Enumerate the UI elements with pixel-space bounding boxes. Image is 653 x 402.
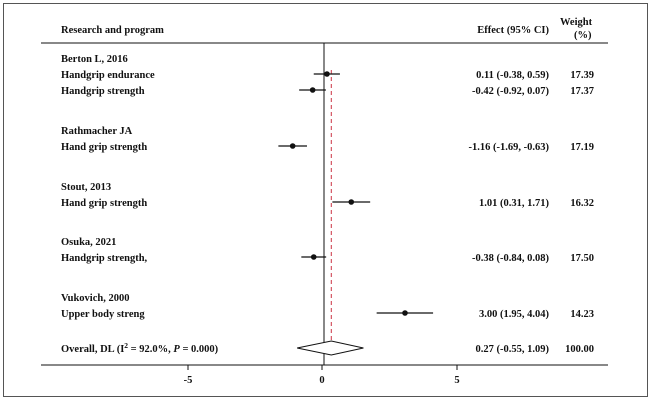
x-tick-label: 5 bbox=[454, 375, 459, 386]
weight-value: 14.23 bbox=[570, 309, 594, 320]
point-estimate bbox=[310, 254, 317, 260]
weight-value: 17.37 bbox=[570, 86, 594, 97]
study-title: Osuka, 2021 bbox=[61, 237, 116, 248]
outcome-label: Handgrip endurance bbox=[61, 70, 155, 81]
effect-ci-text: 1.01 (0.31, 1.71) bbox=[479, 198, 549, 209]
overall-weight: 100.00 bbox=[565, 344, 594, 355]
point-estimate bbox=[309, 87, 316, 93]
weight-value: 16.32 bbox=[570, 198, 594, 209]
point-estimate bbox=[402, 310, 408, 316]
point-estimate bbox=[324, 71, 330, 77]
overall-label: Overall, DL (I2 = 92.0%, P = 0.000) bbox=[61, 341, 219, 355]
study-title: Stout, 2013 bbox=[61, 182, 111, 193]
header-study: Research and program bbox=[61, 25, 164, 36]
overall-diamond bbox=[297, 340, 364, 356]
effect-ci-text: -1.16 (-1.69, -0.63) bbox=[469, 142, 550, 153]
weight-value: 17.39 bbox=[570, 70, 594, 81]
study-title: Rathmacher JA bbox=[61, 126, 133, 137]
header-effect: Effect (95% CI) bbox=[477, 25, 549, 36]
point-estimate bbox=[348, 199, 355, 205]
effect-ci-text: 0.11 (-0.38, 0.59) bbox=[476, 70, 549, 81]
x-tick-label: -5 bbox=[184, 375, 193, 386]
figure-frame bbox=[3, 3, 648, 397]
study-title: Berton L, 2016 bbox=[61, 54, 128, 65]
outcome-label: Handgrip strength bbox=[61, 86, 145, 97]
outcome-label: Hand grip strength bbox=[61, 198, 147, 209]
effect-ci-text: 3.00 (1.95, 4.04) bbox=[479, 309, 549, 320]
weight-value: 17.50 bbox=[570, 253, 594, 264]
outcome-label: Handgrip strength, bbox=[61, 253, 148, 264]
overall-effect-text: 0.27 (-0.55, 1.09) bbox=[476, 344, 550, 355]
outcome-label: Upper body streng bbox=[61, 309, 145, 320]
effect-ci-text: -0.38 (-0.84, 0.08) bbox=[472, 253, 549, 264]
x-tick-label: 0 bbox=[319, 375, 324, 386]
weight-value: 17.19 bbox=[570, 142, 594, 153]
header-weight-unit: (%) bbox=[574, 30, 592, 41]
study-title: Vukovich, 2000 bbox=[61, 293, 129, 304]
effect-ci-text: -0.42 (-0.92, 0.07) bbox=[472, 86, 549, 97]
outcome-label: Hand grip strength bbox=[61, 142, 147, 153]
header-weight: Weight bbox=[560, 17, 593, 28]
point-estimate bbox=[289, 143, 296, 149]
